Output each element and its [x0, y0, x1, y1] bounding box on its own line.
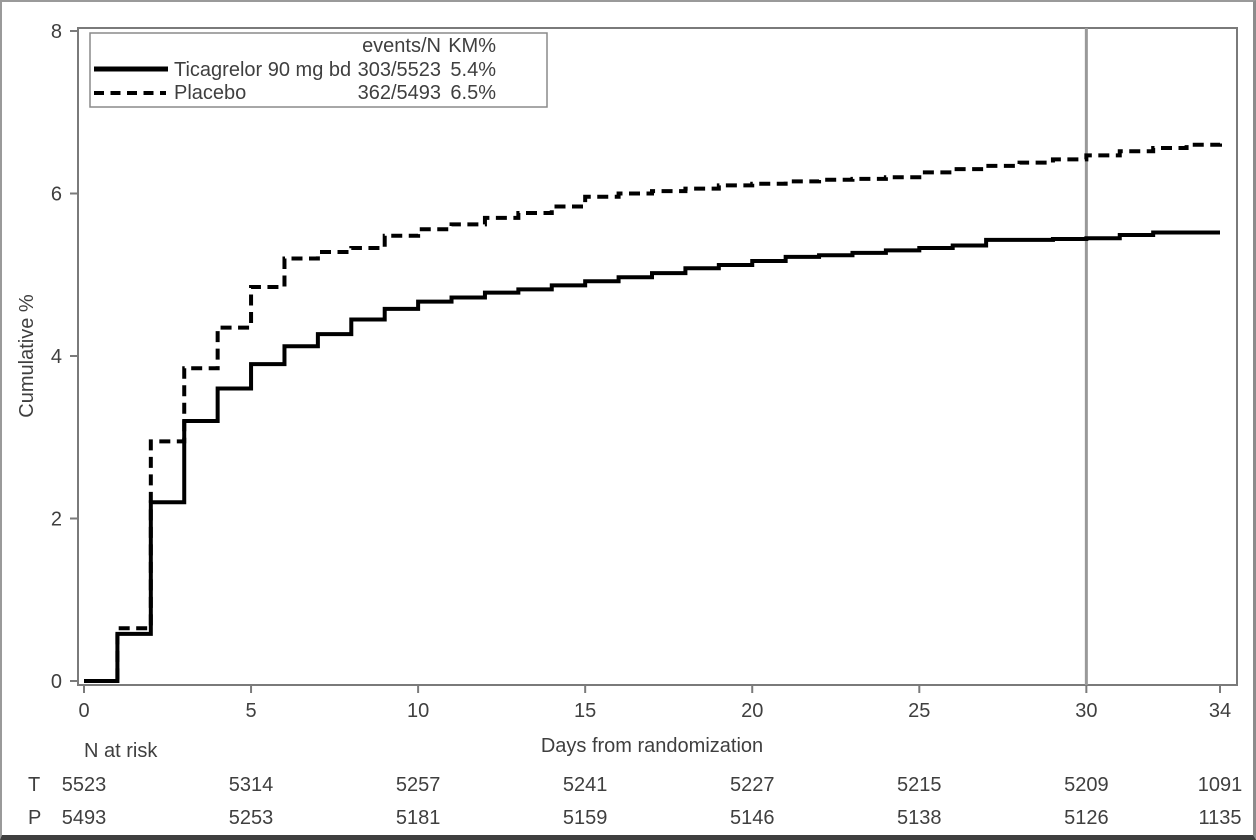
risk-row-label: T	[28, 774, 40, 796]
risk-count: 5209	[1064, 774, 1109, 796]
km-curve-placebo	[84, 140, 1222, 683]
x-tick-label: 30	[1075, 700, 1097, 722]
y-tick-label: 6	[51, 184, 62, 206]
y-tick-label: 8	[51, 21, 62, 43]
risk-count: 5493	[62, 807, 107, 829]
y-axis-group: 0 2 4 6 8	[51, 21, 78, 693]
risk-count: 5146	[730, 807, 775, 829]
km-curve-ticagrelor	[84, 230, 1220, 683]
plot-frame	[77, 27, 1238, 686]
risk-count: 5215	[897, 774, 942, 796]
risk-count: 5257	[396, 774, 441, 796]
legend-events-placebo: 362/5493	[358, 82, 441, 104]
y-tick-label: 2	[51, 509, 62, 531]
curves-group	[84, 140, 1222, 683]
risk-count: 1135	[1198, 807, 1241, 829]
legend-label-placebo: Placebo	[174, 82, 246, 104]
plot-frame-group	[77, 27, 1238, 686]
legend-label-ticagrelor: Ticagrelor 90 mg bd	[174, 59, 351, 81]
legend: events/N KM% Ticagrelor 90 mg bd 303/552…	[89, 32, 548, 108]
risk-count: 5241	[563, 774, 608, 796]
risk-row-label: P	[28, 807, 41, 829]
legend-km-placebo: 6.5%	[450, 82, 496, 104]
x-tick-label: 20	[741, 700, 763, 722]
x-axis-group: 0 5 10 15 20 25 30 34	[78, 685, 1231, 722]
risk-count: 5181	[396, 807, 441, 829]
legend-km-ticagrelor: 5.4%	[450, 59, 496, 81]
risk-count: 5138	[897, 807, 942, 829]
y-tick-label: 4	[51, 346, 62, 368]
x-tick-label: 0	[78, 700, 89, 722]
x-tick-label: 5	[245, 700, 256, 722]
y-tick-label: 0	[51, 671, 62, 693]
risk-count: 5227	[730, 774, 775, 796]
risk-count: 5523	[62, 774, 107, 796]
risk-table-group: T 5523 5314 5257 5241 5227 5215 5209 1091 P 5493 52…	[28, 774, 1242, 829]
x-tick-label: 15	[574, 700, 596, 722]
y-axis-title: Cumulative %	[16, 294, 38, 418]
x-tick-label: 34	[1209, 700, 1231, 722]
n-at-risk-label: N at risk	[84, 740, 158, 762]
legend-events-ticagrelor: 303/5523	[358, 59, 441, 81]
x-tick-label: 10	[407, 700, 429, 722]
legend-header-km: KM%	[448, 35, 496, 57]
risk-count: 5314	[229, 774, 274, 796]
risk-count: 1091	[1198, 774, 1243, 796]
risk-count: 5126	[1064, 807, 1109, 829]
legend-header-events: events/N	[362, 35, 441, 57]
risk-count: 5253	[229, 807, 274, 829]
x-tick-label: 25	[908, 700, 930, 722]
risk-count: 5159	[563, 807, 608, 829]
x-axis-title: Days from randomization	[541, 735, 763, 757]
